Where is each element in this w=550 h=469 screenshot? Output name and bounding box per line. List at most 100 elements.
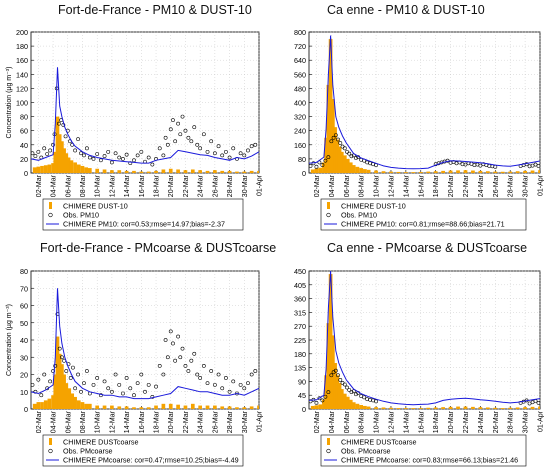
- obs-point: [128, 386, 133, 391]
- x-tick-label: 30-Mar: [242, 174, 249, 197]
- dust-bar: [168, 403, 173, 409]
- legend-swatch-obs: [48, 212, 53, 218]
- dust-bar: [43, 400, 48, 409]
- dust-bar: [389, 407, 393, 409]
- dust-bar: [363, 169, 367, 173]
- legend-swatch-dust: [327, 202, 330, 209]
- y-tick-label: 200: [16, 28, 28, 37]
- obs-point: [333, 133, 338, 138]
- dust-bar: [132, 407, 136, 409]
- panel-fort-de-france-pmcoarse: 0 10 20 30 40 50 60 70 80 Concentration (µg m⁻³) 0…: [6, 267, 264, 467]
- dust-bar: [345, 158, 350, 173]
- obs-point: [79, 151, 83, 156]
- dust-bar: [381, 407, 386, 409]
- dust-bar: [80, 402, 85, 409]
- legend-label: CHIMERE PMcoarse: cor=0.47;rmse=10.25;bi…: [63, 456, 239, 465]
- dust-bar: [95, 405, 100, 409]
- obs-point: [39, 393, 44, 398]
- dust-bar: [43, 165, 48, 173]
- obs-point: [347, 151, 352, 156]
- y-axis-label: Concentration (µg m⁻³): [6, 304, 13, 376]
- dust-bar: [64, 153, 69, 173]
- obs-point: [57, 346, 62, 351]
- obs-point: [63, 134, 68, 139]
- x-tick-label: 10-Mar: [95, 174, 102, 197]
- dust-bar: [53, 374, 58, 409]
- dust-bar: [102, 405, 107, 409]
- panel-fort-de-france-pm10: 0 20 40 60 80 100 120 140 160 180 200 Concentration…: [6, 28, 264, 231]
- obs-point: [242, 386, 247, 391]
- x-tick-label: 26-Mar: [212, 410, 219, 433]
- dust-bar: [404, 408, 408, 409]
- dust-bar: [110, 170, 114, 173]
- obs-point: [139, 372, 144, 377]
- dust-bar: [328, 39, 333, 173]
- y-tick-label: 360: [294, 295, 306, 304]
- dust-bar: [374, 407, 378, 409]
- dust-bar: [374, 170, 378, 173]
- obs-point: [33, 389, 38, 394]
- y-tick-label: 240: [294, 127, 306, 136]
- obs-point: [333, 368, 338, 373]
- dust-bar: [40, 165, 44, 173]
- obs-point: [82, 153, 86, 158]
- obs-point: [128, 161, 133, 166]
- x-tick-label: 01-Apr: [257, 410, 264, 432]
- obs-point: [354, 156, 358, 160]
- obs-point: [173, 358, 178, 363]
- y-tick-label: 120: [16, 84, 28, 93]
- dust-bar: [418, 408, 423, 409]
- x-tick-label: 22-Mar: [463, 410, 470, 433]
- dust-bar: [433, 407, 438, 409]
- dust-bar: [205, 405, 210, 409]
- y-tick-label: 450: [294, 267, 306, 276]
- x-tick-label: 02-Mar: [314, 174, 321, 197]
- obs-point: [178, 132, 183, 137]
- y-tick-label: 40: [20, 141, 28, 150]
- obs-point: [68, 376, 73, 380]
- x-tick-label: 12-Mar: [388, 410, 395, 433]
- obs-point: [478, 163, 483, 168]
- legend-label: CHIMERE DUST-10: [63, 202, 128, 211]
- dust-bar: [183, 170, 188, 173]
- y-tick-label: 30: [20, 353, 28, 362]
- x-tick-label: 14-Mar: [403, 410, 410, 433]
- dust-bar: [318, 404, 323, 409]
- legend-label: Obs. PM10: [341, 211, 377, 220]
- dust-bar: [146, 407, 151, 409]
- x-tick-label: 18-Mar: [433, 410, 440, 433]
- obs-point: [227, 389, 232, 394]
- dust-bar: [500, 408, 505, 409]
- dust-bar: [324, 375, 329, 409]
- dust-bar: [257, 170, 259, 173]
- obs-point: [186, 369, 191, 373]
- obs-point: [238, 382, 243, 387]
- dust-bar: [70, 393, 75, 409]
- y-tick-label: 45: [298, 391, 306, 400]
- dust-bar: [337, 146, 342, 173]
- dust-bar: [249, 170, 254, 173]
- legend-label: CHIMERE DUSTcoarse: [63, 438, 138, 447]
- y-tick-label: 315: [294, 308, 306, 317]
- x-tick-label: 18-Mar: [154, 410, 161, 433]
- obs-point: [201, 132, 206, 137]
- x-tick-label: 06-Mar: [65, 174, 72, 197]
- obs-point: [180, 114, 185, 119]
- obs-point: [157, 146, 162, 151]
- dust-bar: [411, 172, 416, 173]
- dust-bar: [441, 170, 445, 173]
- legend-label: CHIMERE PM10: cor=0.53;rmse=14.97;bias=-…: [63, 220, 225, 229]
- dust-bar: [190, 403, 195, 409]
- dust-bar: [333, 363, 337, 409]
- model-line: [31, 67, 259, 164]
- dust-bar: [418, 171, 423, 173]
- obs-point: [349, 154, 354, 159]
- dust-bar: [235, 171, 239, 173]
- obs-point: [536, 400, 540, 405]
- legend-label: CHIMERE PM10: cor=0.81;rmse=88.66;bias=2…: [341, 220, 505, 229]
- x-tick-label: 16-Mar: [418, 410, 425, 433]
- obs-point: [76, 137, 80, 142]
- dust-bar: [55, 116, 60, 173]
- dust-bar: [500, 171, 505, 173]
- y-tick-label: 0: [24, 169, 28, 178]
